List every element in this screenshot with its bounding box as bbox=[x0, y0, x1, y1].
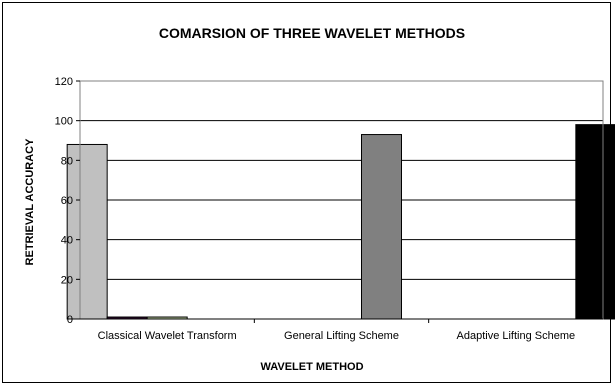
bar bbox=[575, 124, 615, 320]
x-category-label: General Lifting Scheme bbox=[284, 330, 399, 342]
bar bbox=[361, 134, 402, 320]
x-category-label: Classical Wavelet Transform bbox=[98, 330, 237, 342]
y-tick-label: 20 bbox=[61, 274, 73, 286]
y-tick-label: 40 bbox=[61, 235, 73, 247]
x-axis-title: WAVELET METHOD bbox=[260, 361, 363, 373]
y-tick-label: 120 bbox=[55, 76, 73, 88]
x-category-label: Adaptive Lifting Scheme bbox=[457, 330, 576, 342]
chart-title: COMARSION OF THREE WAVELET METHODS bbox=[159, 25, 465, 41]
bar bbox=[66, 143, 108, 320]
y-axis-title: RETRIEVAL ACCURACY bbox=[24, 138, 36, 266]
y-tick-label: 100 bbox=[55, 116, 73, 128]
gridlines bbox=[80, 80, 603, 280]
x-axis-categories: Classical Wavelet Transform General Lifti… bbox=[80, 318, 603, 342]
y-tick-label: 0 bbox=[67, 314, 73, 326]
y-tick-label: 60 bbox=[61, 195, 73, 207]
y-tick-label: 80 bbox=[61, 155, 73, 167]
y-axis-ticks: 0 20 40 60 80 100 120 bbox=[55, 76, 80, 326]
bars bbox=[66, 124, 615, 320]
